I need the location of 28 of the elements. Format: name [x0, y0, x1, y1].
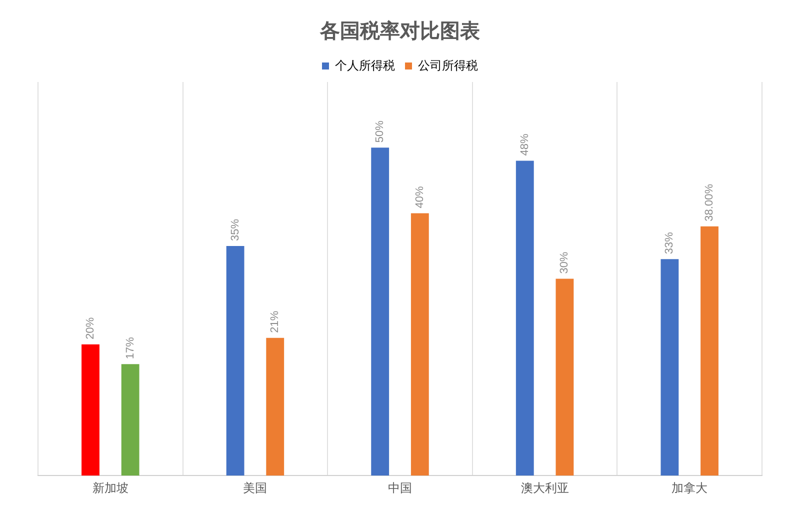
data-label: 35% [229, 218, 242, 241]
bar [410, 213, 429, 476]
legend-label: 个人所得税 [335, 58, 395, 72]
x-tick-label: 加拿大 [672, 481, 708, 496]
x-tick-label: 美国 [243, 481, 268, 496]
data-label: 17% [124, 336, 136, 360]
data-label: 21% [269, 310, 282, 333]
x-tick-label: 中国 [388, 481, 412, 496]
data-label: 50% [374, 120, 386, 143]
bar [371, 148, 390, 476]
data-label: 20% [84, 317, 97, 340]
data-label: 40% [414, 186, 426, 208]
data-label: 48% [518, 133, 531, 156]
data-label: 38.00% [704, 184, 716, 222]
bar [82, 344, 100, 476]
x-tick-label: 澳大利亚 [520, 481, 569, 496]
bar [556, 278, 574, 476]
bar [700, 226, 718, 476]
data-label: 33% [664, 232, 676, 254]
bar [660, 259, 679, 476]
chart-title: 各国税率对比图表 [319, 20, 480, 43]
x-tick-label: 新加坡 [92, 481, 128, 496]
bar [226, 246, 244, 476]
data-label: 30% [558, 252, 571, 274]
legend-label: 公司所得税 [418, 58, 478, 72]
bar [266, 338, 284, 476]
bar [516, 160, 534, 476]
bar [121, 364, 140, 476]
